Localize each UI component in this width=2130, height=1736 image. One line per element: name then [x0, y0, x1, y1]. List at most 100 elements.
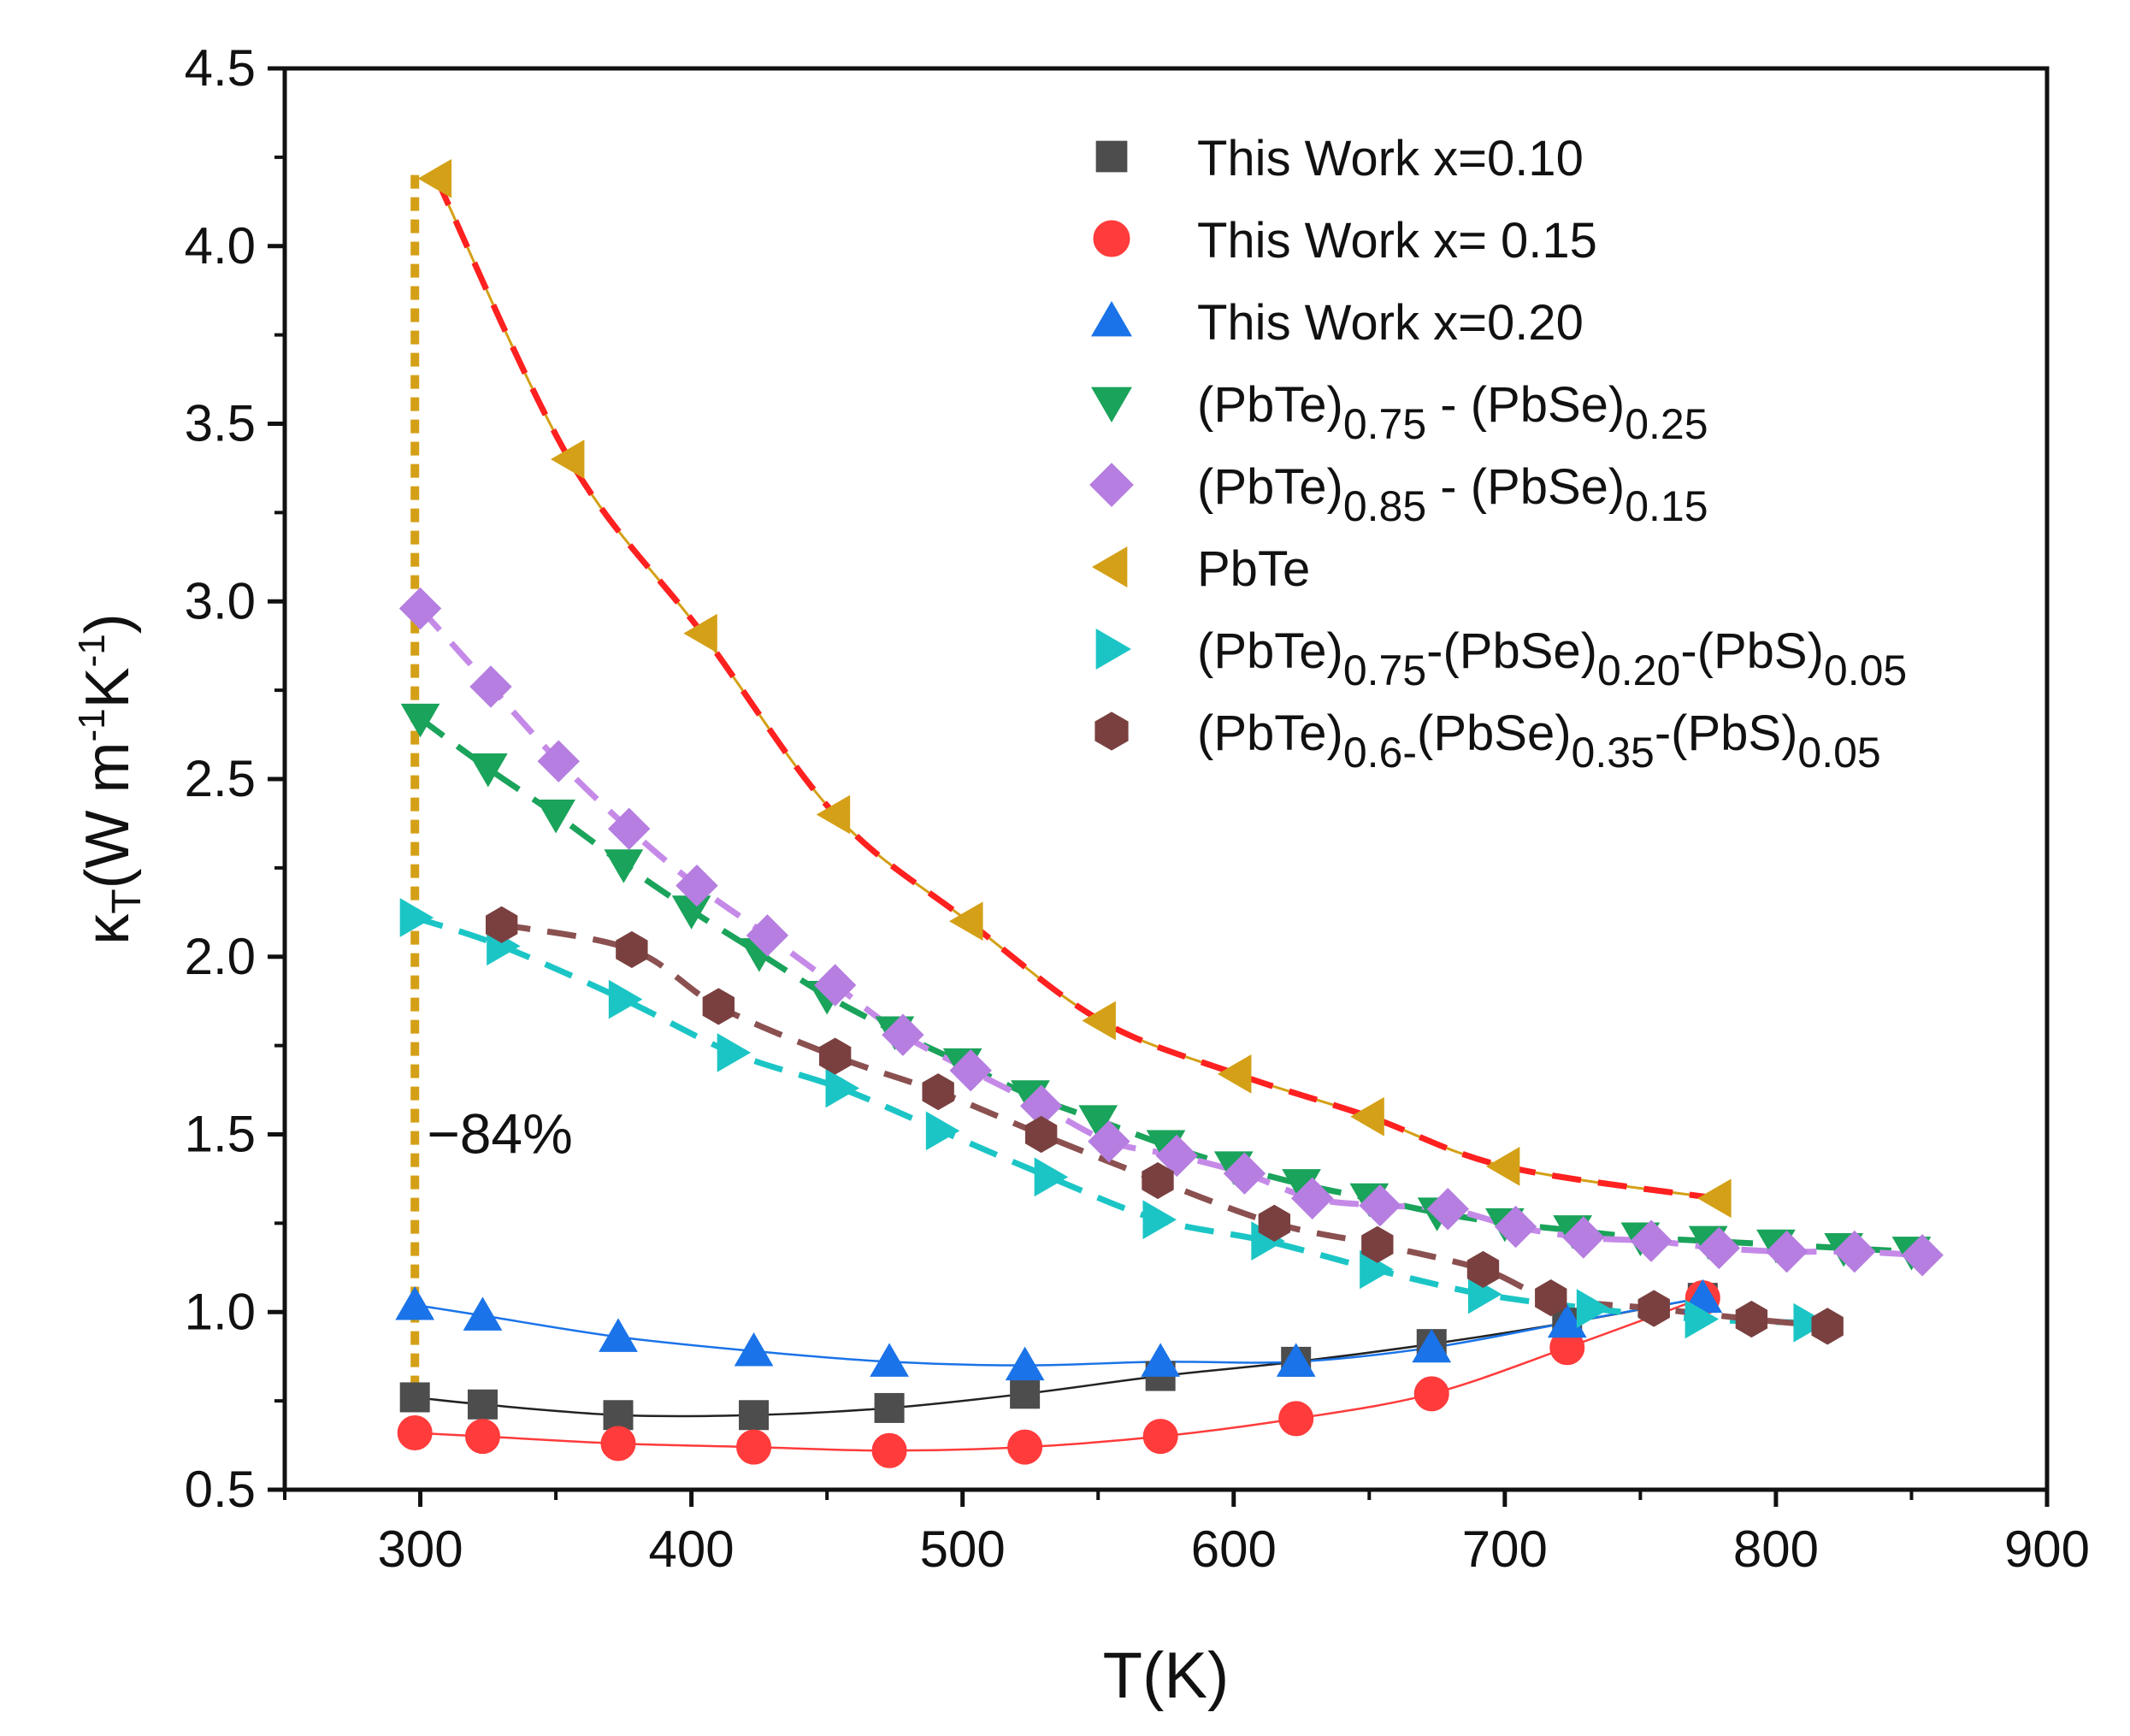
data-point	[536, 800, 575, 834]
data-point	[870, 1343, 909, 1377]
data-point	[1630, 1219, 1673, 1262]
data-point	[1697, 1178, 1732, 1219]
x-tick-label: 800	[1733, 1520, 1819, 1578]
legend-label-part: - (PbSe)	[1426, 459, 1625, 515]
data-point	[1697, 1226, 1741, 1270]
x-tick-label: 600	[1191, 1520, 1277, 1578]
legend-label-part: 0.85	[1343, 482, 1426, 530]
y-tick-label: 1.0	[185, 1283, 256, 1340]
data-point	[603, 1400, 634, 1431]
data-point	[1005, 1346, 1045, 1381]
legend-label-part: This Work x= 0.15	[1197, 213, 1597, 269]
data-point	[1034, 1157, 1069, 1197]
data-point	[469, 665, 512, 708]
legend-label-part: 0.05	[1797, 729, 1880, 776]
data-point	[417, 158, 452, 198]
data-point	[1258, 1204, 1291, 1242]
data-point	[616, 930, 648, 969]
data-point	[734, 1332, 774, 1367]
y-tick-label: 2.0	[185, 928, 256, 985]
series-points	[395, 158, 1944, 1468]
series-line	[415, 1296, 1703, 1418]
data-point	[825, 1068, 860, 1108]
data-point	[1833, 1230, 1876, 1273]
legend-label-part: (PbTe)	[1197, 706, 1343, 761]
legend-label-part: PbTe	[1197, 541, 1310, 597]
data-point	[1413, 1376, 1449, 1412]
data-point	[1576, 1289, 1611, 1328]
legend-label: (PbTe)0.85 - (PbSe)0.15	[1197, 459, 1708, 530]
data-point	[464, 1419, 500, 1455]
plot-frame	[282, 66, 2050, 1492]
series-line	[501, 921, 1828, 1330]
data-point	[1141, 1343, 1181, 1377]
data-point	[871, 1432, 907, 1468]
data-point	[1142, 1161, 1174, 1200]
legend-label-part: 0.05	[1824, 647, 1907, 694]
data-point	[746, 914, 789, 957]
data-point	[1426, 1188, 1469, 1231]
legend-label-part: 0.75	[1343, 647, 1426, 694]
data-point	[1735, 1300, 1768, 1338]
legend-label-part: 0.6-	[1343, 729, 1417, 776]
data-point	[485, 906, 518, 943]
legend-label: (PbTe)0.6-(PbSe)0.35-(PbS)0.05	[1197, 706, 1881, 776]
data-point	[1765, 1230, 1808, 1273]
legend-marker	[1095, 140, 1128, 173]
data-point	[599, 1318, 638, 1352]
data-point	[816, 794, 851, 835]
data-point	[882, 1013, 924, 1056]
data-point	[1223, 1152, 1266, 1195]
legend-label-part: -(PbS)	[1655, 706, 1798, 761]
legend-marker	[1091, 546, 1128, 588]
data-point	[395, 1285, 435, 1320]
data-point	[1010, 1379, 1041, 1409]
legend-label: (PbTe)0.75 - (PbSe)0.25	[1197, 377, 1708, 448]
data-point	[468, 753, 508, 788]
data-point	[1088, 1120, 1130, 1163]
legend-marker	[1095, 629, 1132, 670]
data-point	[1793, 1302, 1827, 1343]
data-point	[1485, 1147, 1520, 1186]
data-point	[600, 1426, 636, 1461]
data-point	[702, 988, 735, 1025]
data-point	[1142, 1200, 1177, 1240]
y-tick-label: 3.0	[185, 572, 256, 629]
data-point	[1361, 1225, 1394, 1263]
data-point	[1082, 1001, 1116, 1041]
data-point	[550, 440, 585, 479]
legend-label: PbTe	[1197, 541, 1310, 597]
data-point	[1412, 1328, 1452, 1363]
legend-label-part: (PbTe)	[1197, 377, 1343, 433]
legend-label-part: 0.20	[1597, 647, 1680, 694]
y-tick-label: 0.5	[185, 1461, 256, 1518]
legend-label: This Work x=0.10	[1197, 131, 1584, 186]
data-point	[676, 864, 718, 907]
legend-marker	[1091, 387, 1132, 423]
data-point	[398, 587, 442, 630]
y-tick-label: 1.5	[185, 1106, 256, 1163]
data-point	[949, 901, 983, 942]
data-point	[608, 979, 643, 1019]
data-point	[813, 964, 857, 1007]
data-point	[1637, 1290, 1670, 1327]
data-point	[1276, 1343, 1316, 1377]
data-point	[1685, 1299, 1720, 1339]
data-point	[1359, 1184, 1401, 1227]
legend-label-part: 0.75	[1343, 400, 1426, 448]
data-point	[949, 1049, 992, 1092]
legend-label-part: 0.35	[1572, 729, 1655, 776]
data-point	[400, 703, 440, 738]
data-point	[537, 740, 580, 782]
x-tick-label: 500	[920, 1520, 1006, 1578]
data-point	[397, 1415, 433, 1451]
legend-label-part: (PbTe)	[1197, 459, 1343, 515]
data-point	[1494, 1205, 1537, 1249]
legend-label-part: This Work x=0.10	[1197, 131, 1584, 186]
data-point	[463, 1296, 503, 1331]
y-axis-close: )	[74, 613, 142, 634]
legend: This Work x=0.10 This Work x= 0.15 This Wo…	[1089, 131, 1907, 776]
legend-label-part: (PbSe)	[1417, 706, 1572, 761]
reduction-annotation: −84%	[427, 1102, 573, 1166]
